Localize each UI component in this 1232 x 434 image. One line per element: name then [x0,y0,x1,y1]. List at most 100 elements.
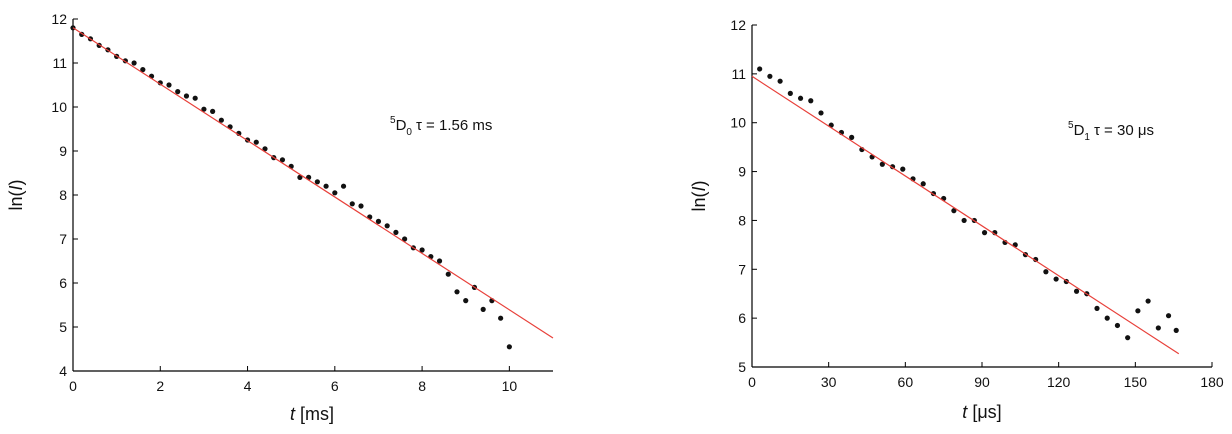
data-point [297,174,303,180]
x-tick-label: 90 [974,374,990,390]
y-label-var: I [6,185,26,190]
y-tick-label: 5 [59,319,67,335]
y-label-prefix: ln( [6,191,26,211]
x-tick-label: 60 [898,374,914,390]
data-point [332,190,338,196]
data-point [787,90,793,96]
data-point [808,98,814,104]
annotation-text: τ = 1.56 ms [416,117,492,134]
data-point [157,80,163,86]
data-point [384,223,390,229]
data-point [1145,298,1151,304]
x-tick-label: 10 [502,378,518,394]
data-point [1033,256,1039,263]
y-tick-label: 8 [738,212,746,228]
data-point [131,60,137,66]
data-point [1135,308,1141,314]
fit-line [751,75,1180,355]
annotation-sup: 5 [1068,120,1074,131]
data-point [961,217,967,224]
annotation-main: D [1074,122,1085,139]
data-point [262,146,268,152]
y-tick-label: 7 [59,231,67,247]
x-label-var: t [290,404,296,424]
data-point [192,95,198,101]
y-label-prefix: ln( [689,192,709,212]
data-point [818,110,824,116]
annotation-sup: 5 [390,115,396,126]
annotation-main: D [396,117,407,134]
x-tick-label: 120 [1047,374,1071,390]
y-tick-label: 7 [738,261,746,277]
data-point [314,179,320,185]
data-point [1073,288,1080,294]
data-point [393,229,399,235]
y-tick-label: 9 [59,143,67,159]
data-point [1043,269,1049,275]
data-point [767,73,773,79]
y-label-suffix: ) [6,179,26,185]
data-point [201,106,207,112]
data-point [951,208,957,214]
data-point [323,183,329,189]
data-point [1125,335,1131,341]
data-point [419,247,425,253]
data-point [375,218,382,224]
data-point [1155,325,1161,331]
y-tick-label: 11 [52,55,67,71]
x-tick-label: 180 [1200,374,1224,390]
annotation-text: τ = 30 μs [1094,122,1154,139]
annotation-sub: 1 [1084,132,1090,143]
y-tick-label: 6 [59,275,67,291]
y-tick-label: 10 [730,115,746,131]
x-tick-label: 0 [748,374,756,390]
data-point [506,344,512,350]
y-label-var: I [689,186,709,191]
y-tick-label: 10 [51,99,67,115]
data-point [175,89,181,95]
data-point [797,95,804,101]
data-point [498,315,504,321]
data-point [1094,305,1100,311]
x-label-var: t [962,402,968,422]
data-point [920,181,926,187]
data-point [218,117,224,123]
data-point [1165,313,1172,319]
data-point [210,108,216,114]
data-point [279,157,286,163]
x-tick-label: 0 [69,378,77,394]
y-label-suffix: ) [689,180,709,186]
data-point [1173,327,1179,333]
x-label-unit: [ms] [300,404,334,424]
data-point [183,93,190,99]
data-point [402,236,408,242]
x-axis-label: t [ms] [290,404,334,424]
data-point [879,161,885,167]
data-point [1114,322,1121,329]
x-tick-label: 6 [331,378,339,394]
data-point [436,258,443,264]
y-tick-label: 4 [59,363,67,379]
data-point [454,289,460,295]
data-point [1104,315,1110,321]
data-point [849,134,855,140]
x-tick-label: 150 [1124,374,1148,390]
y-tick-label: 6 [738,310,746,326]
fit-line [72,27,554,339]
x-axis-label: t [μs] [962,402,1001,422]
y-axis-label: ln(I) [6,179,26,210]
data-point [253,139,259,145]
annotation: 5D1 τ = 30 μs [1068,120,1154,143]
data-point [463,298,469,304]
y-tick-label: 12 [730,17,746,33]
data-point [981,230,988,236]
data-point [358,203,364,209]
annotation: 5D0 τ = 1.56 ms [390,115,492,138]
data-point [445,271,451,277]
data-point [340,183,347,189]
y-tick-label: 12 [51,11,67,27]
y-axis-label: ln(I) [689,180,709,211]
